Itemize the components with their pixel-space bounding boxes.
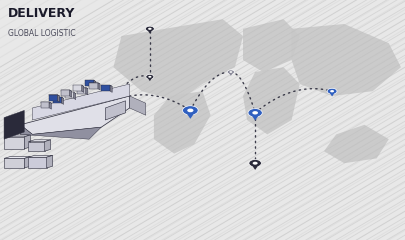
- Polygon shape: [28, 140, 51, 142]
- Circle shape: [227, 70, 234, 74]
- Polygon shape: [4, 135, 30, 137]
- Polygon shape: [49, 95, 60, 96]
- Polygon shape: [74, 92, 76, 100]
- Polygon shape: [86, 88, 88, 95]
- Polygon shape: [20, 125, 101, 139]
- Polygon shape: [4, 137, 24, 149]
- Polygon shape: [4, 158, 24, 168]
- Polygon shape: [228, 72, 233, 76]
- Polygon shape: [147, 78, 152, 81]
- Polygon shape: [28, 142, 45, 151]
- Polygon shape: [61, 90, 70, 96]
- Polygon shape: [101, 85, 110, 91]
- Polygon shape: [40, 102, 51, 103]
- Circle shape: [183, 106, 198, 115]
- Circle shape: [330, 90, 334, 92]
- Polygon shape: [154, 91, 211, 154]
- Polygon shape: [113, 19, 243, 101]
- Polygon shape: [243, 67, 300, 134]
- Text: GLOBAL LOGISTIC: GLOBAL LOGISTIC: [8, 29, 76, 38]
- Circle shape: [145, 26, 154, 31]
- Polygon shape: [73, 85, 84, 86]
- Polygon shape: [58, 95, 60, 102]
- Polygon shape: [61, 90, 72, 91]
- Polygon shape: [94, 80, 96, 88]
- Polygon shape: [40, 102, 49, 108]
- Circle shape: [327, 88, 337, 94]
- Circle shape: [187, 108, 194, 112]
- Polygon shape: [251, 114, 260, 120]
- Polygon shape: [324, 125, 389, 163]
- Polygon shape: [147, 30, 153, 34]
- Polygon shape: [62, 97, 64, 104]
- Polygon shape: [73, 85, 82, 91]
- Polygon shape: [24, 157, 30, 168]
- Circle shape: [252, 111, 258, 114]
- Polygon shape: [65, 92, 76, 94]
- Polygon shape: [28, 156, 53, 157]
- Polygon shape: [185, 112, 195, 119]
- Polygon shape: [4, 157, 30, 158]
- Circle shape: [229, 71, 232, 73]
- Polygon shape: [53, 97, 62, 103]
- Polygon shape: [329, 92, 335, 96]
- Polygon shape: [28, 157, 47, 168]
- Polygon shape: [53, 97, 64, 98]
- Polygon shape: [77, 88, 86, 94]
- Polygon shape: [82, 85, 84, 92]
- Polygon shape: [110, 85, 112, 92]
- Polygon shape: [24, 135, 30, 149]
- Polygon shape: [45, 140, 51, 151]
- Circle shape: [148, 28, 151, 30]
- Circle shape: [249, 160, 261, 167]
- Polygon shape: [4, 110, 24, 139]
- Polygon shape: [101, 85, 112, 86]
- Circle shape: [253, 162, 258, 165]
- Polygon shape: [70, 90, 72, 97]
- Polygon shape: [65, 92, 74, 98]
- Circle shape: [148, 76, 151, 78]
- Polygon shape: [292, 24, 401, 96]
- Polygon shape: [77, 88, 88, 89]
- Polygon shape: [98, 83, 100, 90]
- Polygon shape: [85, 80, 96, 82]
- Polygon shape: [20, 96, 130, 134]
- Polygon shape: [85, 80, 94, 86]
- Polygon shape: [105, 101, 126, 120]
- Polygon shape: [130, 96, 146, 115]
- Polygon shape: [32, 84, 130, 120]
- Polygon shape: [49, 95, 58, 101]
- Polygon shape: [49, 102, 51, 109]
- Circle shape: [146, 74, 154, 79]
- Polygon shape: [89, 83, 100, 84]
- Text: DELIVERY: DELIVERY: [8, 7, 75, 20]
- Polygon shape: [47, 156, 53, 168]
- Polygon shape: [89, 83, 98, 89]
- Polygon shape: [251, 164, 259, 170]
- Circle shape: [248, 108, 262, 117]
- Polygon shape: [243, 19, 300, 72]
